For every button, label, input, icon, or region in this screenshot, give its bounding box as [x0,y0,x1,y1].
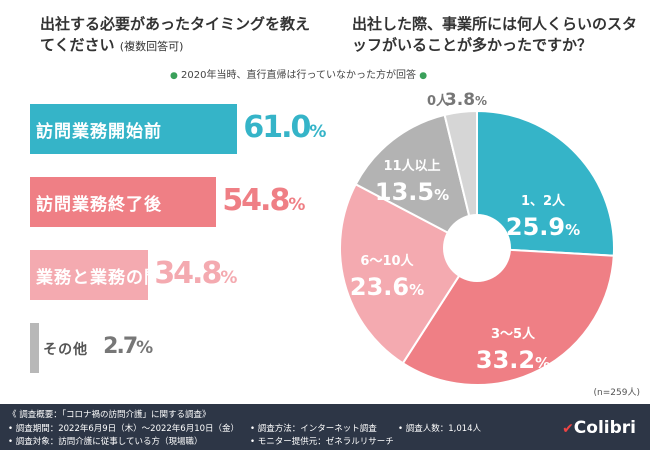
pie-category-label: 3〜5人 [491,326,536,342]
bar-category-label: その他 [43,342,89,358]
survey-footer: 《 調査概要：「コロナ禍の訪問介護」に関する調査》 • 調査期間：2022年6月… [0,404,650,450]
pie-value-label: 23.6% [350,273,424,301]
respondent-note-text: 2020年当時、直行直帰は行っていなかった方が回答 [181,70,416,81]
green-dot-icon: ● [170,71,178,81]
pie-chart-title: 出社した際、事業所には何人くらいのスタッフがいることが多かったですか？ [352,15,638,54]
pie-chart: 1、2人 25.9% 3〜5人 33.2% 6〜10人 23.6% 11人以上 13.5% 0人… [330,80,630,390]
bar-category-label: 業務と業務の間 [36,268,162,288]
pie-value-label: 3.8% [445,90,487,110]
pie-category-label: 0人 [427,93,450,109]
survey-target: • 調査対象：訪問介護に従事している方（現場職） [8,437,203,447]
survey-overview: 《 調査概要：「コロナ禍の訪問介護」に関する調査》 [8,410,211,420]
survey-count: • 調査人数：1,014人 [398,424,482,434]
bar-category-label: 訪問業務開始前 [36,122,162,142]
pie-slice [354,113,479,250]
sample-size-label: (n=259人) [593,388,640,398]
pie-slice [443,109,478,249]
bird-icon: ✔ [562,421,574,437]
survey-provider: • モニター提供元：ゼネラルリサーチ [250,437,394,447]
bar-chart-title-main: 出社する必要があったタイミングを教えてください [40,15,311,54]
bar-value-label: 34.8% [154,256,238,291]
respondent-note: ● 2020年当時、直行直帰は行っていなかった方が回答 ● [170,66,427,81]
pie-category-label: 11人以上 [383,158,440,174]
bar [30,104,238,154]
pie-category-label: 6〜10人 [360,253,414,269]
pie-hole [443,214,511,282]
pie-svg: 1、2人 25.9% 3〜5人 33.2% 6〜10人 23.6% 11人以上 13.5% 0人… [339,90,615,386]
bar-chart-title: 出社する必要があったタイミングを教えてください (複数回答可) [40,14,320,57]
colibri-logo: ✔Colibri [562,418,636,438]
bar-value-label: 54.8% [222,183,306,218]
survey-period: • 調査期間：2022年6月9日（木）〜2022年6月10日（金） [8,424,240,434]
logo-text: Colibri [573,418,636,438]
green-dot-icon: ● [419,71,428,81]
pie-value-label: 33.2% [476,346,550,374]
pie-value-label: 25.9% [506,213,580,241]
bar-category-label: 訪問業務終了後 [36,195,162,215]
survey-method: • 調査方法：インターネット調査 [250,424,377,434]
bar-value-label: 61.0% [243,110,327,145]
bar-value-label: 2.7% [103,334,154,359]
pie-category-label: 1、2人 [521,193,566,209]
pie-value-label: 13.5% [375,178,449,206]
pie-slice [339,182,479,365]
bar [30,177,217,227]
bar-chart-title-sub: (複数回答可) [119,40,184,53]
pie-slice [476,109,615,257]
bar [30,250,149,300]
bar [30,323,40,373]
